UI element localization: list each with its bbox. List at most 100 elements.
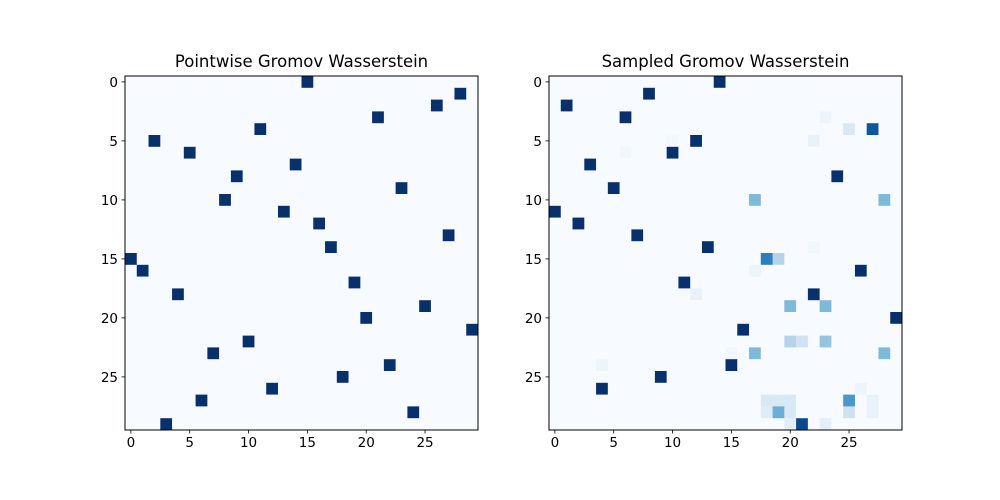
heatmap-cell [701,382,715,395]
heatmap-cell [737,406,750,419]
heatmap-cell [772,158,785,171]
heatmap-cell [219,347,232,360]
heatmap-cell [866,111,879,124]
heatmap-cell [148,205,161,218]
heatmap-cell [890,288,903,301]
heatmap-cell [242,111,255,124]
heatmap-cell [854,359,867,372]
heatmap-cell [336,418,349,431]
heatmap-cell [254,264,267,277]
heatmap-cell [348,205,361,218]
heatmap-cell [242,217,255,230]
heatmap-cell [796,146,809,159]
heatmap-cell [654,347,667,360]
heatmap-cell [549,217,562,230]
heatmap-cell [219,76,232,89]
heatmap-cell [678,323,691,336]
heatmap-cell [878,406,891,419]
heatmap-cell [843,359,856,372]
heatmap-cell [160,205,173,218]
heatmap-cell [643,394,656,407]
heatmap-cell [195,229,208,242]
heatmap-cell [383,276,396,289]
heatmap-cell [549,300,562,313]
heatmap-cell [596,135,609,148]
heatmap-cell [596,335,609,348]
heatmap-cell [125,99,138,112]
heatmap-cell [866,194,879,207]
heatmap-cell [890,170,903,183]
heatmap-cell [395,418,408,431]
heatmap-cell [619,229,632,242]
y-tick-label: 5 [109,134,118,150]
heatmap-cell [407,229,420,242]
heatmap-cell [277,99,291,112]
heatmap-cell [254,371,267,384]
heatmap-cell [454,323,467,336]
heatmap-cell [701,111,715,124]
heatmap-cell [348,99,361,112]
heatmap-cell [360,146,373,159]
heatmap-cell [277,323,291,336]
heatmap-cell [796,158,809,171]
heatmap-cell [890,111,903,124]
heatmap-cell [395,111,408,124]
heatmap-cell [784,135,797,148]
heatmap-cell [407,264,420,277]
heatmap-cell [195,394,208,407]
heatmap-cell [619,76,632,89]
heatmap-cell [596,394,609,407]
heatmap-cell [701,312,715,325]
heatmap-cell [183,217,196,230]
y-tick-label: 25 [101,370,118,386]
heatmap-cell [819,205,832,218]
heatmap-cell [701,359,715,372]
heatmap-cell [442,394,455,407]
heatmap-cell [277,241,291,254]
heatmap-cell [760,347,773,360]
heatmap-cell [336,335,349,348]
heatmap-cell [195,111,208,124]
heatmap-cell [725,135,738,148]
heatmap-cell [772,194,785,207]
heatmap-cell [584,229,597,242]
heatmap-cell [549,288,562,301]
heatmap-cell [219,182,232,195]
heatmap-cell [819,135,832,148]
heatmap-cell [325,99,338,112]
heatmap-cell [419,323,432,336]
heatmap-cell [831,300,844,313]
x-tick-label: 5 [185,435,194,451]
heatmap-cell [843,146,856,159]
heatmap-cell [183,111,196,124]
heatmap-cell [643,264,656,277]
heatmap-cell [725,253,738,266]
heatmap-cell [289,146,302,159]
heatmap-cell [843,312,856,325]
heatmap-cell [383,300,396,313]
heatmap-cell [843,182,856,195]
heatmap-cell [277,418,291,431]
heatmap-cell [125,359,138,372]
heatmap-cell [654,406,667,419]
heatmap-cell [831,229,844,242]
heatmap-cell [549,135,562,148]
heatmap-cell [207,359,220,372]
heatmap-cell [831,359,844,372]
heatmap-cell [372,76,385,89]
heatmap-cell [207,347,220,360]
heatmap-cell [383,335,396,348]
heatmap-cell [796,99,809,112]
heatmap-cell [831,182,844,195]
heatmap-cell [136,288,149,301]
heatmap-cell [183,170,196,183]
heatmap-cell [266,182,279,195]
heatmap-cell [890,264,903,277]
heatmap-cell [796,347,809,360]
heatmap-cell [454,135,467,148]
heatmap-cell [183,229,196,242]
heatmap-cell [807,418,820,431]
heatmap-cell [466,288,479,301]
heatmap-cell [678,241,691,254]
heatmap-cell [725,323,738,336]
